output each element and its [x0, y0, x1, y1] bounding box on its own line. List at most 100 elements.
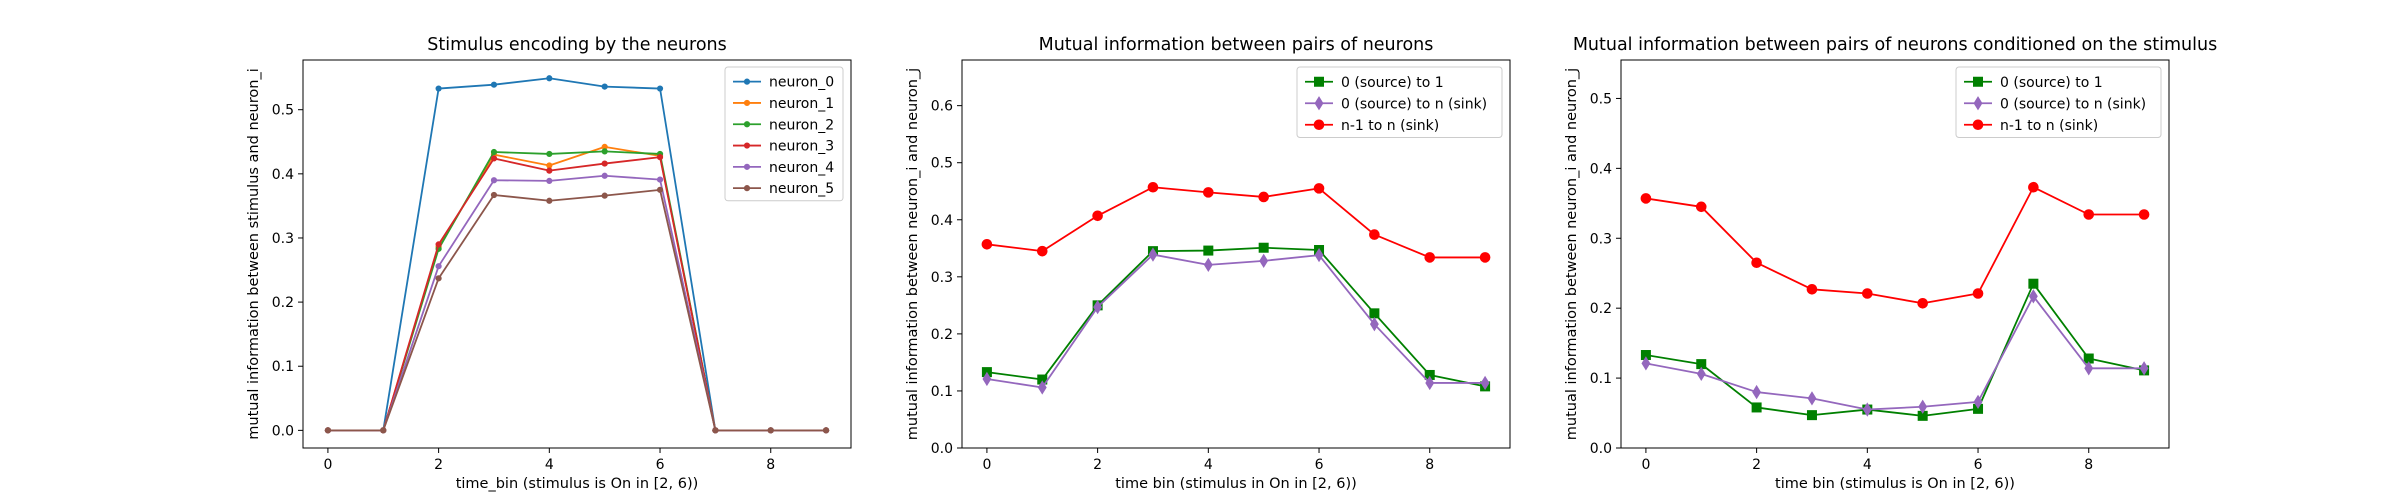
data-point	[1203, 257, 1213, 272]
legend-marker	[743, 185, 751, 192]
series-line	[986, 246, 1486, 388]
data-point	[601, 148, 608, 155]
y-tick-label: 0.4	[931, 213, 953, 229]
data-point	[546, 75, 553, 82]
legend-box	[1955, 66, 2162, 138]
data-point	[546, 197, 553, 204]
chart-panel-3: 0 2 4 6 8 0.0 0.1 0.2 0.3 0.4 0.5 Mutual informatio…	[1564, 35, 2217, 492]
x-tick-label: 2	[1752, 457, 1761, 473]
y-tick-label: 0.3	[272, 231, 294, 247]
y-axis-label: mutual information between neuron_i and …	[1564, 68, 1580, 440]
series-line	[986, 186, 1486, 259]
data-point	[1641, 356, 1651, 371]
legend-marker	[1972, 119, 1984, 131]
legend-label: neuron_2	[769, 117, 834, 133]
legend-box	[1296, 66, 1503, 138]
series-line	[1645, 186, 2145, 305]
data-point	[1972, 288, 1984, 299]
x-tick-label: 4	[545, 457, 554, 473]
data-point	[981, 239, 993, 250]
legend-marker	[1314, 96, 1324, 111]
data-point	[1258, 242, 1269, 253]
legend-label: n-1 to n (sink)	[1341, 118, 1439, 134]
chart-panel-2: 0 2 4 6 8 0.0 0.1 0.2 0.3 0.4 0.5 0.6 Mutual informa…	[905, 35, 1511, 492]
data-point	[490, 191, 498, 199]
y-axis-label: mutual information between neuron_i and …	[905, 68, 921, 440]
data-point	[1917, 297, 1928, 309]
legend-label: 0 (source) to n (sink)	[1341, 96, 1487, 112]
data-point	[1751, 257, 1762, 269]
data-point	[656, 186, 664, 193]
data-point	[656, 176, 664, 183]
legend: 0 (source) to 1 0 (source) to n (sink) n-1…	[1296, 66, 1503, 138]
legend-marker	[743, 142, 751, 149]
series-n-1 to n (sink)	[981, 181, 1491, 263]
y-tick-label: 0.5	[272, 103, 294, 119]
y-tick-label: 0.0	[272, 423, 294, 439]
data-point	[435, 85, 442, 92]
y-axis-label: mutual information between stimulus and …	[246, 68, 262, 439]
legend-label: neuron_1	[769, 96, 834, 112]
legend-label: 0 (source) to n (sink)	[2000, 96, 2146, 112]
x-axis-label: time_bin (stimulus is On in [2, 6))	[456, 476, 699, 492]
data-point	[1696, 366, 1706, 382]
data-point	[1751, 402, 1762, 413]
y-tick-label: 0.3	[931, 270, 953, 286]
y-tick-label: 0.0	[931, 441, 953, 457]
data-point	[380, 427, 387, 434]
series-0 (source) to n (sink)	[982, 247, 1490, 395]
data-point	[1806, 284, 1818, 295]
data-point	[1369, 317, 1379, 332]
legend-label: neuron_5	[769, 181, 834, 197]
data-point	[546, 162, 553, 169]
y-tick-label: 0.6	[931, 99, 953, 115]
y-tick-label: 0.4	[272, 167, 294, 183]
data-point	[1314, 247, 1324, 263]
axes-frame	[1620, 59, 2170, 449]
data-point	[2028, 181, 2039, 193]
chart-title: Mutual information between pairs of neur…	[1573, 35, 2217, 55]
legend-label: neuron_3	[769, 139, 834, 155]
x-axis-label: time bin (stimulus in On in [2, 6))	[1115, 476, 1357, 492]
data-point	[324, 427, 332, 434]
legend: neuron_0 neuron_1 neuron_2 neuron_3 neuron_4…	[724, 66, 844, 202]
data-point	[1147, 181, 1159, 193]
x-tick-label: 0	[1641, 457, 1650, 473]
data-point	[435, 241, 442, 248]
x-tick-label: 8	[766, 457, 775, 473]
series-line	[1645, 282, 2145, 417]
data-point	[712, 427, 719, 434]
x-tick-label: 0	[323, 457, 332, 473]
data-point	[490, 155, 498, 162]
legend-marker	[743, 99, 751, 107]
data-point	[1259, 253, 1269, 268]
y-tick-label: 0.2	[931, 327, 953, 343]
data-point	[1037, 380, 1047, 395]
data-point	[2028, 289, 2038, 304]
legend-marker	[1973, 96, 1983, 111]
data-point	[1479, 252, 1491, 263]
data-point	[490, 81, 498, 88]
legend: 0 (source) to 1 0 (source) to n (sink) n-1…	[1955, 66, 2162, 138]
data-point	[601, 172, 608, 179]
y-tick-label: 0.5	[931, 156, 953, 172]
data-point	[2139, 361, 2149, 376]
legend-marker	[743, 78, 751, 85]
legend-marker	[743, 121, 751, 128]
data-point	[1093, 299, 1103, 315]
data-point	[982, 371, 992, 387]
data-point	[1036, 245, 1048, 257]
y-tick-label: 0.1	[1590, 371, 1612, 387]
data-point	[1424, 252, 1436, 263]
data-point	[1313, 183, 1325, 194]
legend-marker	[743, 163, 751, 170]
legend-label: neuron_0	[769, 75, 834, 91]
data-point	[601, 160, 608, 167]
data-point	[2084, 361, 2094, 376]
y-tick-label: 0.3	[1590, 231, 1612, 247]
data-point	[546, 167, 553, 174]
data-point	[1862, 288, 1873, 299]
x-axis-label: time bin (stimulus is On in [2, 6))	[1775, 476, 2015, 492]
data-point	[435, 263, 442, 270]
